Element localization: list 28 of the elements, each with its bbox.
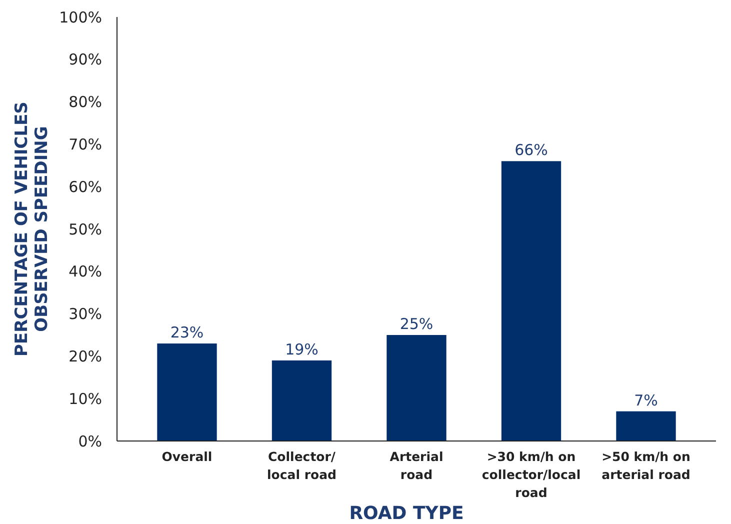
bar [616,411,676,441]
data-label: 23% [170,323,204,342]
bar [157,343,217,441]
y-tick-label: 90% [68,50,102,69]
data-label: 19% [285,340,318,358]
y-tick-label: 100% [59,8,102,26]
data-label: 66% [514,141,548,160]
data-label: 7% [634,391,658,410]
bar [501,161,562,441]
y-tick-label: 10% [68,390,102,408]
y-axis-title: PERCENTAGE OF VEHICLES OBSERVED SPEEDING [12,102,52,356]
y-tick-label: 0% [78,432,102,450]
x-tick-label: Collector/ local road [267,449,336,482]
y-tick-label: 30% [68,305,102,324]
x-tick-label: >30 km/h on collector/local road [482,449,581,500]
y-tick-label: 80% [68,93,102,112]
data-label: 25% [400,315,434,333]
y-tick-label: 70% [68,135,102,154]
x-axis-title: ROAD TYPE [349,503,464,524]
x-tick-label: Overall [162,449,212,464]
bar [272,360,332,441]
x-tick-label: >50 km/h on arterial road [602,449,690,482]
y-tick-label: 40% [68,262,102,281]
y-tick-label: 20% [68,347,102,366]
x-tick-label: Arterial road [390,449,444,482]
bar [386,335,446,441]
y-tick-label: 50% [68,220,102,238]
y-tick-label: 60% [68,178,102,196]
